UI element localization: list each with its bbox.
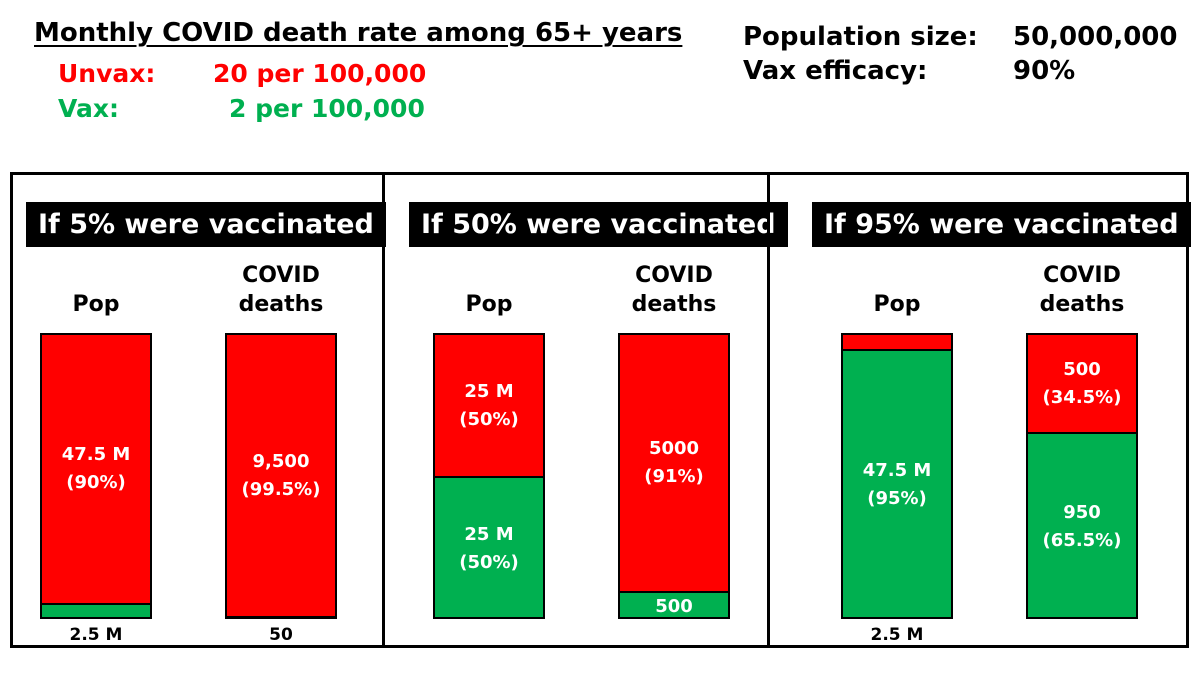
unvax-segment: 500 (34.5%) xyxy=(1028,335,1136,432)
vax-segment: 500 xyxy=(620,591,728,617)
population-size-label: Population size: xyxy=(743,22,978,52)
unvax-segment xyxy=(843,335,951,349)
vax-data-label: 2.5 M xyxy=(69,625,123,645)
pop-bar: 25 M (50%) 25 M (50%) xyxy=(433,333,545,619)
vax-data-label: 950 (65.5%) xyxy=(1042,501,1122,551)
unvax-segment: 47.5 M (90%) xyxy=(42,335,150,603)
deaths-column-header: COVID deaths xyxy=(631,263,717,317)
unvax-segment: 5000 (91%) xyxy=(620,335,728,591)
pop-column-header: Pop xyxy=(465,292,513,317)
pop-bar: 47.5 M (90%) 2.5 M xyxy=(40,333,152,645)
unvax-data-label: 500 (34.5%) xyxy=(1042,358,1122,408)
vax-segment: 47.5 M (95%) xyxy=(843,349,951,617)
pop-column-header: Pop xyxy=(72,292,120,317)
deaths-bar: 5000 (91%) 500 xyxy=(618,333,730,619)
vax-rate-label: Vax: xyxy=(58,94,119,123)
unvax-data-label: 2.5 M xyxy=(870,625,924,645)
vax-segment: 25 M (50%) xyxy=(435,476,543,617)
panel-title: If 50% were vaccinated xyxy=(409,202,788,247)
vax-rate-value: 2 per 100,000 xyxy=(229,94,425,123)
vax-segment xyxy=(227,616,335,618)
pop-bar: 47.5 M (95%) 2.5 M xyxy=(841,333,953,645)
vax-segment: 950 (65.5%) xyxy=(1028,432,1136,617)
unvax-data-label: 25 M (50%) xyxy=(459,380,519,430)
unvax-segment: 9,500 (99.5%) xyxy=(227,335,335,616)
unvax-data-label: 9,500 (99.5%) xyxy=(241,450,321,500)
chart-title: Monthly COVID death rate among 65+ years xyxy=(34,18,683,48)
deaths-bar: 9,500 (99.5%) 50 xyxy=(225,333,337,645)
unvax-data-label: 5000 (91%) xyxy=(644,438,704,487)
population-size-value: 50,000,000 xyxy=(1013,22,1178,52)
scenario-panel-95pct: If 95% were vaccinated Pop 47.5 M (95%) 2.5… xyxy=(767,172,1191,648)
panel-title: If 5% were vaccinated xyxy=(26,202,386,247)
vax-efficacy-label: Vax efficacy: xyxy=(743,56,928,86)
vax-data-label: 500 xyxy=(655,596,693,617)
pop-column-header: Pop xyxy=(873,292,921,317)
deaths-bar: 500 (34.5%) 950 (65.5%) xyxy=(1026,333,1138,619)
vax-data-label: 25 M (50%) xyxy=(459,523,519,573)
scenario-panel-50pct: If 50% were vaccinated Pop 25 M (50%) 25 M … xyxy=(382,172,788,648)
unvax-rate-label: Unvax: xyxy=(58,59,156,88)
unvax-data-label: 47.5 M (90%) xyxy=(61,444,131,493)
unvax-rate-value: 20 per 100,000 xyxy=(213,59,427,88)
vax-data-label: 50 xyxy=(269,625,293,645)
vax-efficacy-value: 90% xyxy=(1013,56,1076,86)
deaths-column-header: COVID deaths xyxy=(1039,263,1125,317)
scenario-panel-5pct: If 5% were vaccinated Pop 47.5 M (90%) 2.5 … xyxy=(10,172,386,648)
deaths-column-header: COVID deaths xyxy=(238,263,324,317)
panel-title: If 95% were vaccinated xyxy=(812,202,1191,247)
vax-segment xyxy=(42,603,150,617)
vax-data-label: 47.5 M (95%) xyxy=(862,460,932,509)
unvax-segment: 25 M (50%) xyxy=(435,335,543,476)
